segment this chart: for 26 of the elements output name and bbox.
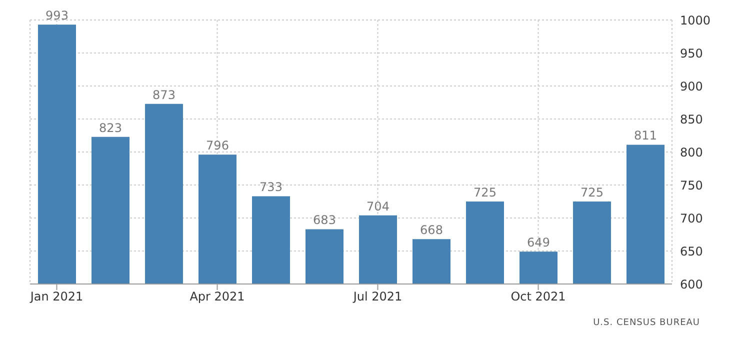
x-tick-label: Jul 2021 [352, 290, 402, 304]
text: U.S. CENSUS BUREAU [593, 318, 700, 328]
y-tick-label: 800 [680, 145, 703, 160]
y-tick-label: 650 [680, 244, 703, 258]
data-label: 683 [313, 213, 336, 228]
y-tick-label: 900 [680, 79, 703, 94]
y-tick-label: 850 [680, 112, 703, 126]
y-tick-label: 700 [680, 211, 703, 226]
data-label: 704 [366, 199, 390, 214]
y-tick-label: 600 [680, 277, 703, 292]
x-tick-label: Apr 2021 [190, 290, 245, 304]
y-tick-label: 1000 [680, 13, 711, 28]
data-label: 725 [580, 186, 604, 200]
data-label: 823 [99, 120, 122, 135]
data-label: 993 [46, 8, 68, 23]
y-tick-label: 750 [680, 178, 703, 192]
x-tick-label: Jan 2021 [29, 290, 84, 304]
data-label: 725 [474, 186, 496, 200]
data-label: 811 [634, 128, 657, 143]
data-label: 733 [260, 180, 282, 194]
y-tick-label: 950 [680, 46, 703, 60]
x-tick-label: Oct 2021 [510, 290, 566, 304]
data-label: 873 [152, 88, 176, 102]
data-label: 796 [206, 138, 229, 153]
data-label: 668 [420, 223, 443, 238]
data-label: 649 [527, 236, 550, 250]
